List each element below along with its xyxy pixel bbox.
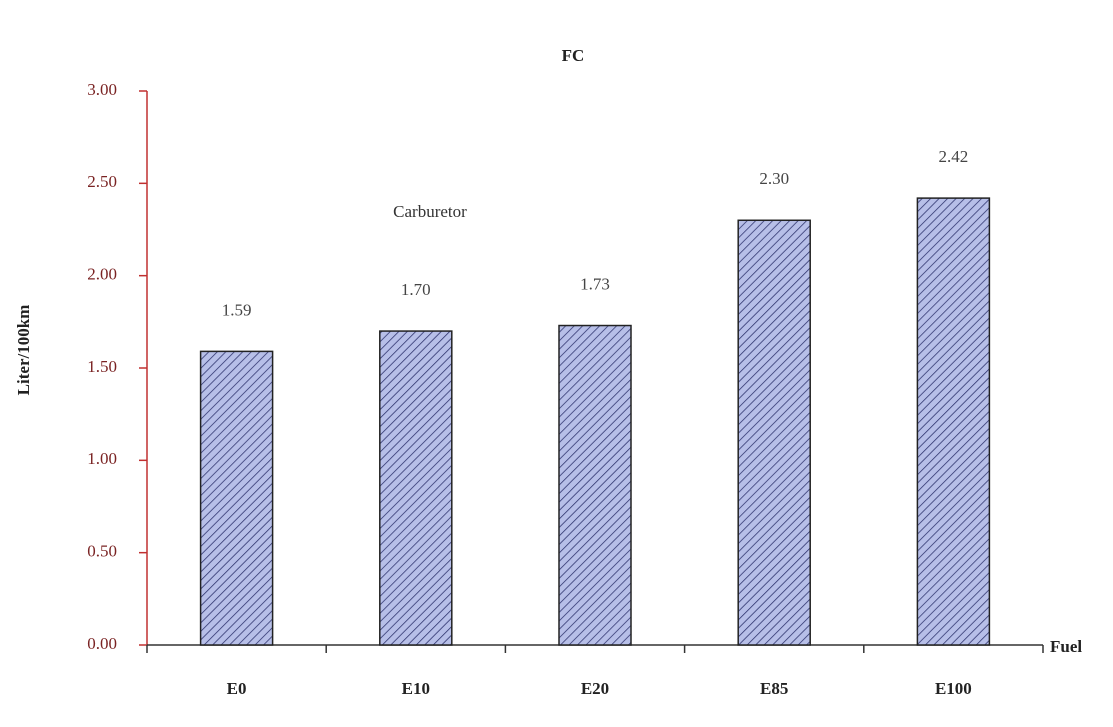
x-axis-label: Fuel	[1050, 637, 1082, 656]
x-tick-label: E85	[760, 679, 788, 698]
y-tick-label: 3.00	[87, 80, 117, 99]
annotation: Carburetor	[393, 202, 467, 221]
x-tick-label: E0	[227, 679, 247, 698]
data-label: 2.30	[759, 169, 789, 188]
bar	[199, 350, 274, 646]
y-tick-label: 1.00	[87, 449, 117, 468]
data-label: 1.59	[222, 300, 252, 319]
x-tick-label: E10	[402, 679, 430, 698]
y-tick-label: 2.50	[87, 172, 117, 191]
bar	[916, 197, 991, 646]
data-label: 1.70	[401, 280, 431, 299]
data-label: 2.42	[939, 147, 969, 166]
data-label: 1.73	[580, 274, 610, 293]
y-axis-label: Liter/100km	[14, 305, 33, 396]
y-tick-label: 0.00	[87, 634, 117, 653]
chart-title: FC	[562, 46, 585, 65]
y-tick-label: 1.50	[87, 357, 117, 376]
x-tick-label: E100	[935, 679, 972, 698]
y-tick-label: 2.00	[87, 265, 117, 284]
bar	[558, 324, 632, 646]
bar	[379, 330, 453, 646]
bar	[737, 219, 811, 646]
x-tick-label: E20	[581, 679, 609, 698]
y-tick-label: 0.50	[87, 542, 117, 561]
